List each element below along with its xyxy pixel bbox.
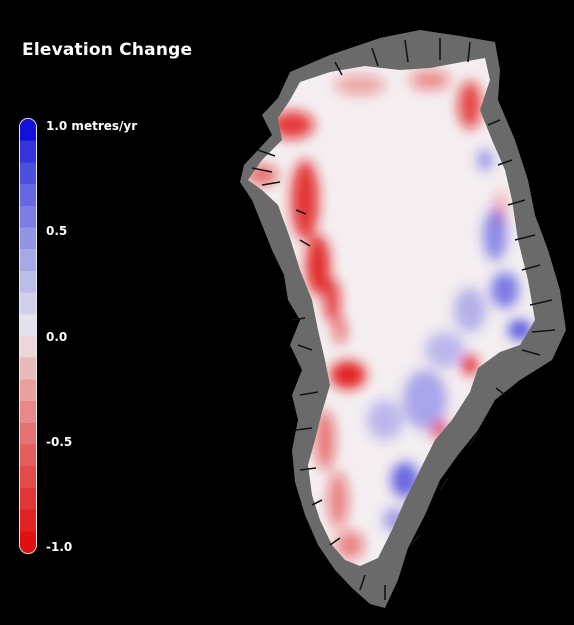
fjord-line (334, 61, 343, 76)
fjord-line (404, 39, 409, 63)
thickening-area (491, 272, 519, 308)
colorbar-gradient (20, 119, 36, 553)
page-title: Elevation Change (22, 40, 193, 60)
thickening-area (425, 332, 465, 368)
fjord-line (359, 574, 366, 591)
fjord-line (487, 119, 501, 126)
thinning-area (458, 81, 482, 129)
thickening-area (508, 320, 532, 340)
thickening-area (477, 150, 493, 170)
thickening-area (454, 288, 486, 332)
fjord-line (521, 264, 541, 271)
thinning-area (410, 70, 450, 90)
fjord-line (529, 299, 553, 306)
fjord-line (495, 387, 506, 396)
fjord-line (299, 467, 317, 471)
thinning-area (315, 410, 335, 470)
thickening-area (483, 209, 507, 261)
fjord-line (311, 499, 323, 506)
fjord-line (257, 149, 276, 157)
thickening-area (367, 400, 403, 440)
thinning-area (324, 278, 340, 322)
thinning-area (334, 316, 346, 344)
fjord-line (469, 431, 479, 446)
colorbar (19, 118, 37, 554)
fjord-line (514, 234, 536, 241)
fjord-line (251, 167, 273, 173)
fjord-line (507, 199, 526, 206)
fjord-line (329, 537, 341, 546)
legend-tick-half: 0.5 (46, 224, 68, 238)
fjord-line (497, 159, 513, 166)
fjord-line (299, 239, 311, 247)
fjord-line (521, 349, 541, 356)
fjord-line (371, 47, 379, 67)
fjord-line (295, 427, 313, 431)
thickening-area (403, 370, 447, 430)
thinning-area (462, 355, 478, 375)
thinning-area (328, 472, 348, 528)
fjord-line (531, 329, 556, 333)
thinning-area (330, 361, 366, 389)
thinning-area (291, 160, 319, 240)
fjord-line (291, 317, 306, 321)
fjord-lines (251, 38, 556, 600)
thinning-area (270, 111, 314, 139)
thinning-area (335, 75, 385, 95)
legend-tick-neg-half: -0.5 (46, 435, 73, 449)
thinning-area (306, 235, 330, 295)
fjord-line (297, 344, 313, 351)
fjord-line (299, 391, 319, 396)
legend-tick-zero: 0.0 (46, 330, 68, 344)
fjord-line (261, 181, 281, 186)
legend-tick-min: -1.0 (46, 540, 73, 554)
thinning-area (336, 531, 364, 559)
fjord-line (467, 41, 471, 63)
legend-tick-max: 1.0 metres/yr (46, 119, 138, 133)
fjord-line (409, 534, 421, 546)
fjord-line (439, 477, 449, 491)
fjord-line (295, 209, 307, 215)
